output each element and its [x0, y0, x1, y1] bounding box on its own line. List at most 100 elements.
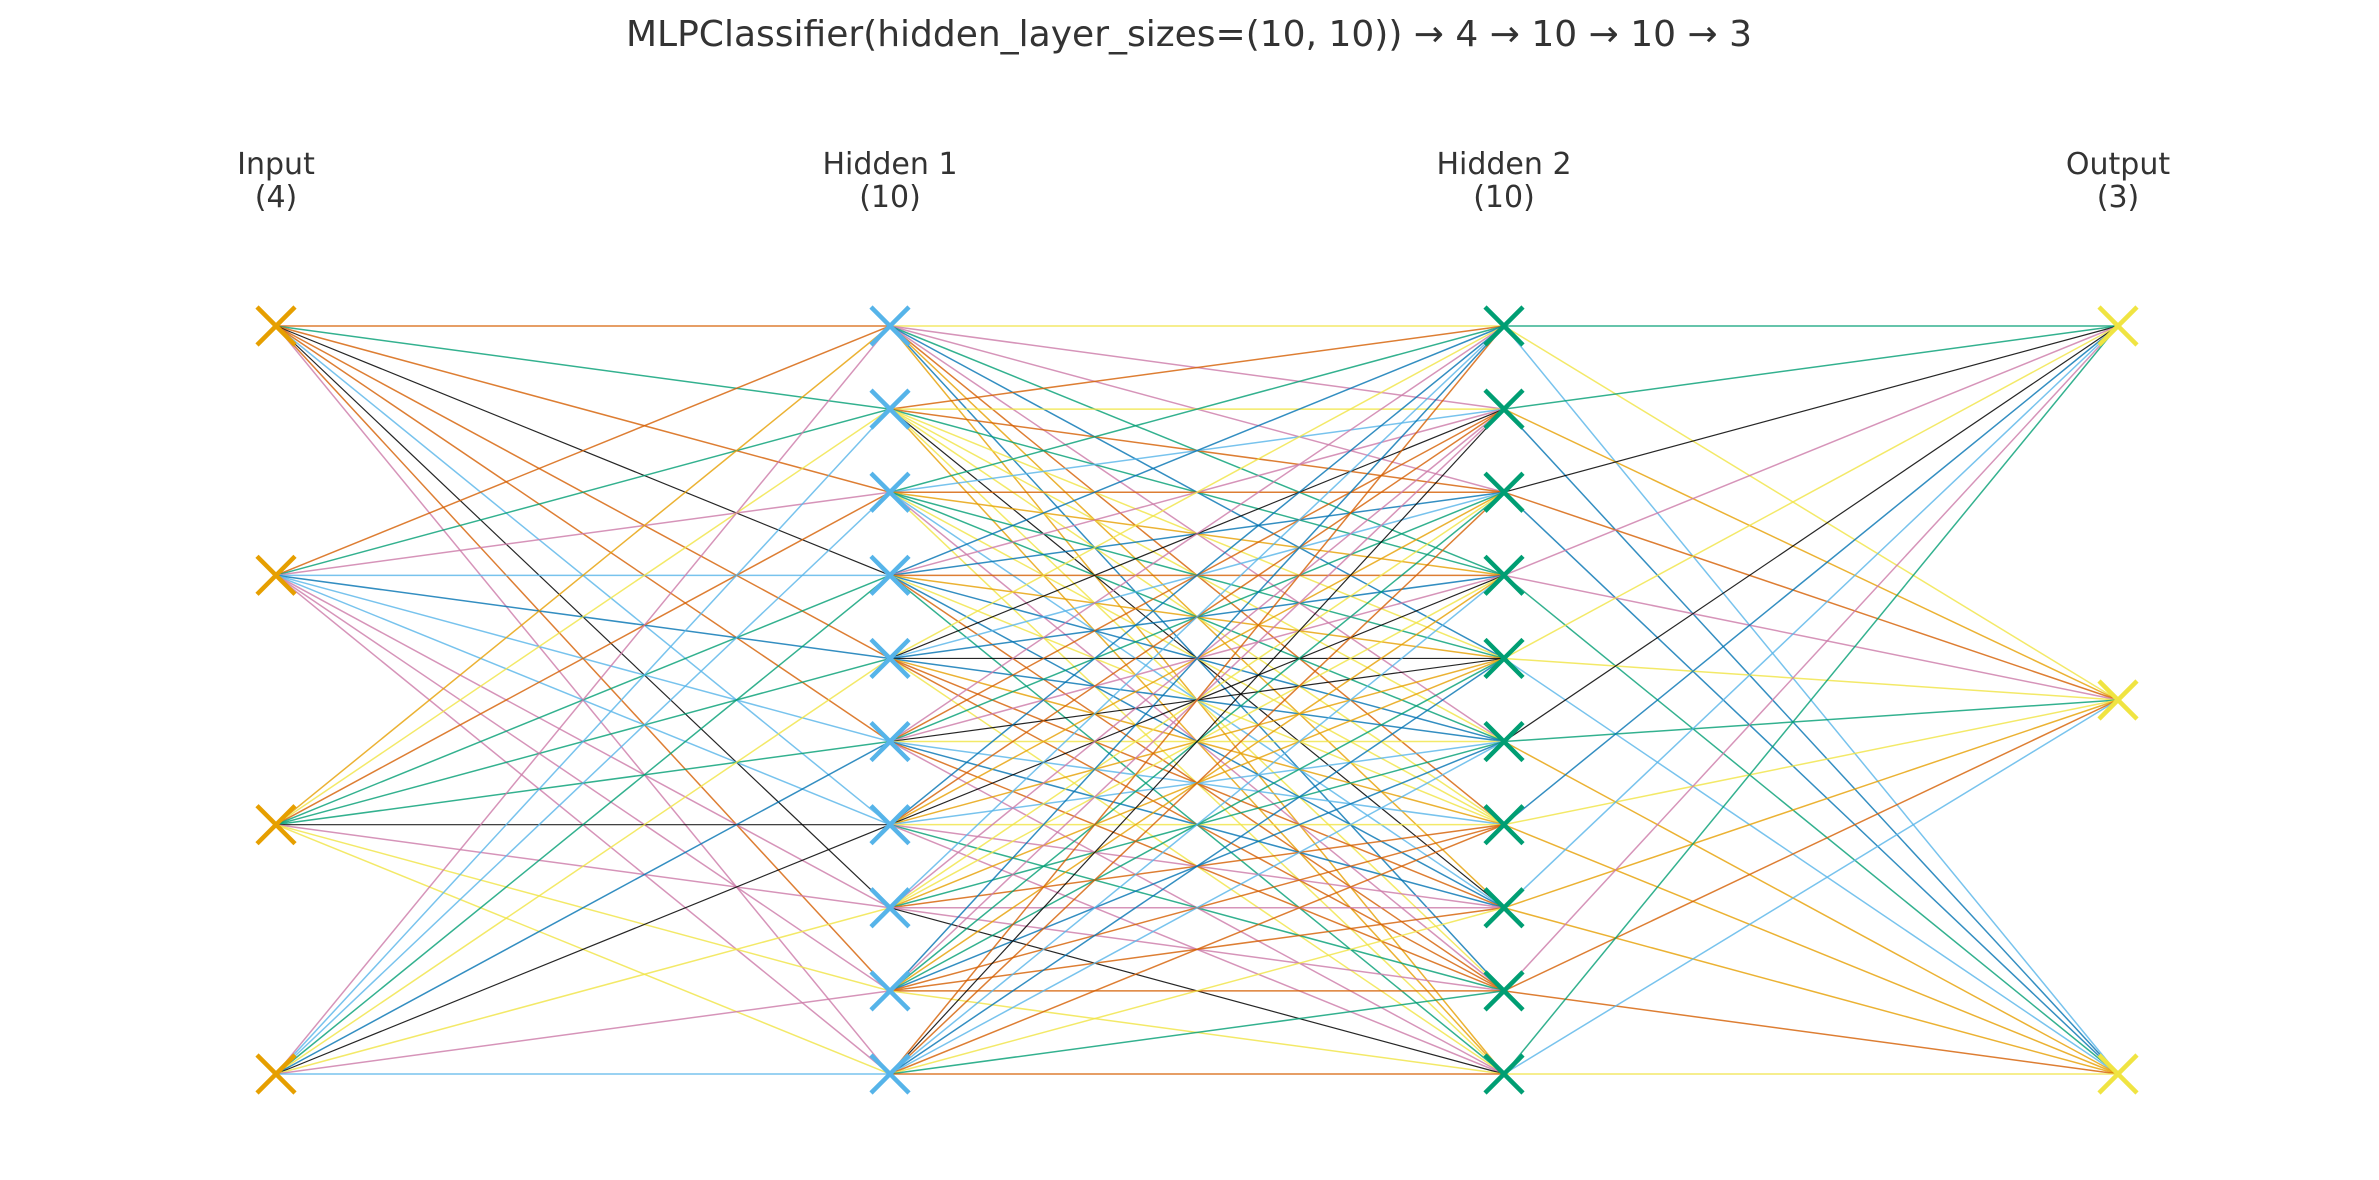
connection-l2-9-1	[1503, 699, 2119, 1075]
layer-count-hidden-1: (10)	[859, 180, 921, 215]
neuron-input-0	[255, 305, 297, 347]
connection-l1-9-2	[889, 491, 1505, 1075]
connection-l0-3-6	[275, 824, 891, 1075]
connection-l0-1-0	[275, 325, 891, 577]
connection-l0-3-3	[275, 574, 891, 1075]
neuron-hidden-2-6	[1483, 804, 1525, 846]
neuron-hidden-1-3	[869, 554, 911, 596]
neuron-output-1	[2097, 679, 2139, 721]
connection-l2-2-2	[1503, 491, 2119, 1075]
connection-l2-8-0	[1503, 325, 2119, 992]
neuron-hidden-1-8	[869, 970, 911, 1012]
connection-l1-9-5	[889, 740, 1505, 1075]
connection-l0-2-2	[275, 491, 891, 826]
neuron-hidden-2-2	[1483, 471, 1525, 513]
layer-name-output: Output	[2066, 147, 2170, 182]
neuron-hidden-1-1	[869, 388, 911, 430]
neuron-input-3	[255, 1053, 297, 1095]
neuron-hidden-2-1	[1483, 388, 1525, 430]
connection-l0-3-7	[275, 907, 891, 1075]
neuron-hidden-1-6	[869, 804, 911, 846]
connection-l2-7-2	[1503, 907, 2119, 1075]
connection-l0-3-2	[275, 491, 891, 1075]
neurons	[255, 305, 2139, 1095]
neuron-hidden-2-9	[1483, 1053, 1525, 1095]
connection-l1-4-0	[889, 325, 1505, 660]
diagram-title: MLPClassifier(hidden_layer_sizes=(10, 10…	[626, 14, 1752, 55]
neuron-hidden-2-4	[1483, 637, 1525, 680]
neuron-hidden-2-3	[1483, 554, 1525, 596]
connection-l0-1-1	[275, 408, 891, 577]
neuron-hidden-1-5	[869, 720, 911, 763]
connection-l2-5-0	[1503, 325, 2119, 743]
connection-l2-4-0	[1503, 325, 2119, 660]
connection-l2-1-1	[1503, 408, 2119, 701]
layer-name-hidden-2: Hidden 2	[1436, 147, 1571, 182]
connections	[275, 325, 2119, 1075]
connection-l2-6-2	[1503, 823, 2119, 1075]
connection-l1-9-7	[889, 907, 1505, 1075]
connection-l2-3-1	[1503, 574, 2119, 701]
connection-l0-1-2	[275, 491, 891, 577]
connection-l1-1-0	[889, 325, 1505, 410]
connection-l1-9-8	[889, 990, 1505, 1075]
neuron-hidden-2-0	[1483, 305, 1525, 347]
layer-count-hidden-2: (10)	[1473, 180, 1535, 215]
neuron-hidden-1-2	[869, 471, 911, 513]
connection-l1-9-4	[889, 657, 1505, 1075]
connection-l2-0-1	[1503, 325, 2119, 701]
neuron-hidden-1-7	[869, 887, 911, 929]
connection-l2-3-2	[1503, 574, 2119, 1075]
connection-l2-7-0	[1503, 325, 2119, 909]
connection-l0-3-0	[275, 325, 891, 1075]
connection-l1-6-0	[889, 325, 1505, 826]
neuron-hidden-1-9	[869, 1053, 911, 1095]
connection-l2-6-0	[1503, 325, 2119, 826]
layer-count-output: (3)	[2097, 180, 2140, 215]
neuron-hidden-2-5	[1483, 720, 1525, 763]
connection-l0-3-5	[275, 740, 891, 1075]
connection-l2-4-1	[1503, 657, 2119, 701]
connection-l0-3-4	[275, 657, 891, 1075]
connection-l2-5-2	[1503, 740, 2119, 1075]
connection-l1-8-0	[889, 325, 1505, 992]
neuron-hidden-1-0	[869, 305, 911, 347]
neuron-hidden-2-7	[1483, 887, 1525, 929]
connection-l1-3-0	[889, 325, 1505, 577]
connection-l2-1-0	[1503, 325, 2119, 410]
layer-name-input: Input	[237, 147, 315, 182]
neuron-hidden-2-8	[1483, 970, 1525, 1012]
connection-l2-2-0	[1503, 325, 2119, 493]
neuron-output-0	[2097, 305, 2139, 347]
layer-name-hidden-1: Hidden 1	[822, 147, 957, 182]
neuron-hidden-1-4	[869, 637, 911, 680]
connection-l1-7-0	[889, 325, 1505, 909]
layer-labels: Input(4)Hidden 1(10)Hidden 2(10)Output(3…	[237, 147, 2170, 215]
connection-l1-2-0	[889, 325, 1505, 493]
connection-l2-4-2	[1503, 657, 2119, 1075]
connection-l1-5-0	[889, 325, 1505, 743]
connection-l2-1-2	[1503, 408, 2119, 1075]
connection-l0-0-1	[275, 325, 891, 410]
connection-l0-3-1	[275, 408, 891, 1075]
layer-count-input: (4)	[255, 180, 298, 215]
neuron-output-2	[2097, 1053, 2139, 1095]
connection-l0-3-8	[275, 990, 891, 1075]
neuron-input-1	[255, 554, 297, 596]
connection-l0-2-0	[275, 325, 891, 826]
connection-l1-9-3	[889, 574, 1505, 1075]
connection-l1-9-1	[889, 408, 1505, 1075]
connection-l2-8-2	[1503, 990, 2119, 1075]
connection-l1-9-6	[889, 823, 1505, 1075]
connection-l2-9-0	[1503, 325, 2119, 1075]
connection-l2-5-1	[1503, 699, 2119, 743]
connection-l1-9-0	[889, 325, 1505, 1075]
neuron-input-2	[255, 804, 297, 846]
connection-l2-8-1	[1503, 699, 2119, 992]
connection-l2-7-1	[1503, 699, 2119, 909]
connection-l0-2-1	[275, 408, 891, 826]
connection-l2-6-1	[1503, 699, 2119, 826]
connection-l0-0-2	[275, 325, 891, 493]
connection-l2-2-1	[1503, 491, 2119, 701]
